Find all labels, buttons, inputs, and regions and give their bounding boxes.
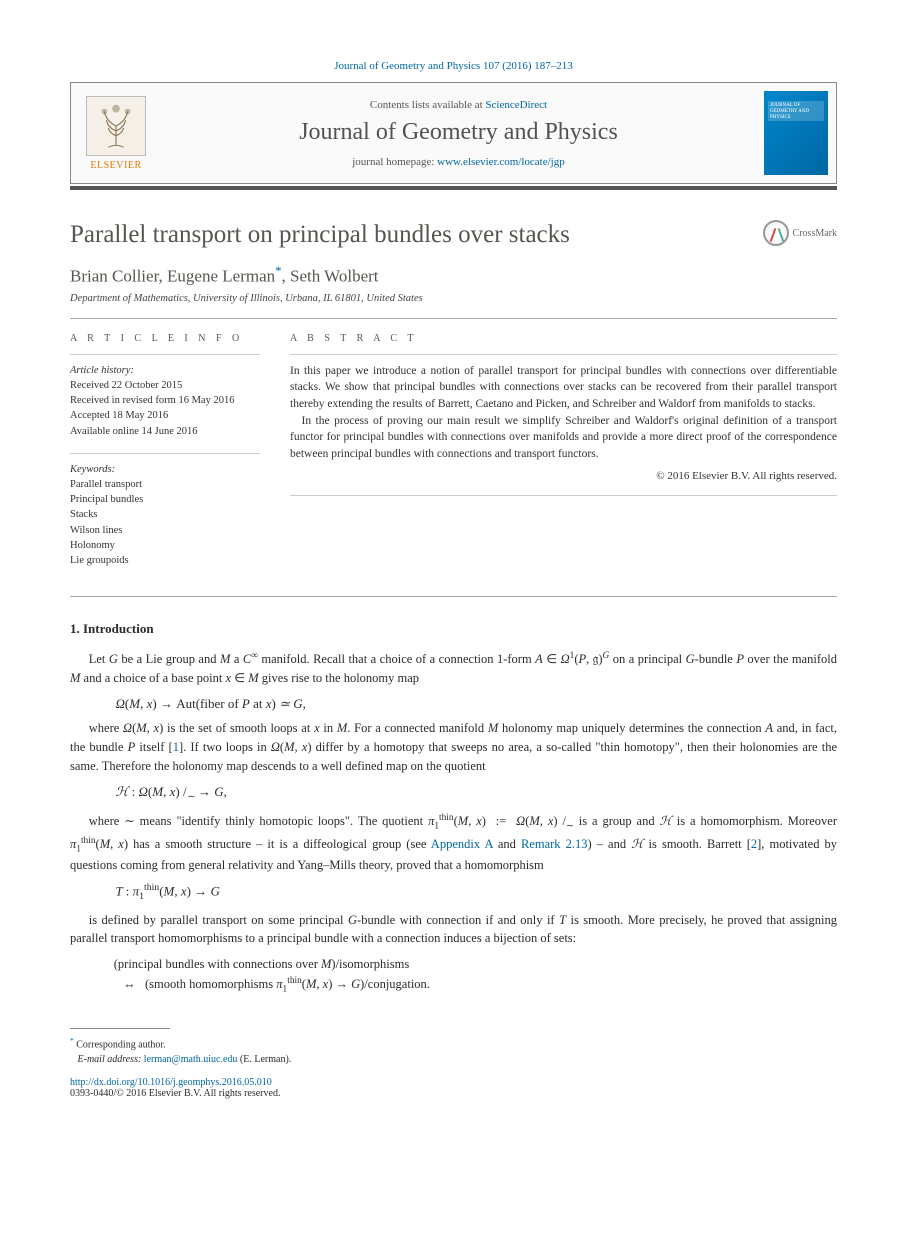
cover-thumbnail: JOURNAL OF GEOMETRY AND PHYSICS (756, 83, 836, 183)
history-received: Received 22 October 2015 (70, 378, 260, 393)
crossmark-widget[interactable]: CrossMark (763, 220, 837, 246)
homepage-link[interactable]: www.elsevier.com/locate/jgp (437, 156, 565, 168)
section-heading-intro: 1. Introduction (70, 621, 837, 637)
abstract-p1: In this paper we introduce a notion of p… (290, 363, 837, 413)
keyword: Principal bundles (70, 492, 260, 507)
journal-name: Journal of Geometry and Physics (171, 119, 746, 146)
homepage-prefix: journal homepage: (352, 156, 437, 168)
keywords-header: Keywords: (70, 462, 260, 477)
keyword: Stacks (70, 507, 260, 522)
intro-p3: where ∼ means "identify thinly homotopic… (70, 811, 837, 875)
abstract-text: In this paper we introduce a notion of p… (290, 363, 837, 485)
email-link[interactable]: lerman@math.uiuc.edu (144, 1054, 238, 1065)
abstract-bottom-rule (290, 495, 837, 496)
issn-line: 0393-0440/© 2016 Elsevier B.V. All right… (70, 1088, 837, 1099)
article-info-col: A R T I C L E I N F O Article history: R… (70, 333, 260, 583)
doi-block: http://dx.doi.org/10.1016/j.geomphys.201… (70, 1077, 837, 1099)
email-footnote: E-mail address: lerman@math.uiuc.edu (E.… (70, 1052, 837, 1067)
doi-link[interactable]: http://dx.doi.org/10.1016/j.geomphys.201… (70, 1077, 837, 1088)
appendix-a-link[interactable]: Appendix A (431, 837, 493, 851)
crossmark-icon (763, 220, 789, 246)
history-accepted: Accepted 18 May 2016 (70, 408, 260, 423)
authors: Brian Collier, Eugene Lerman*, Seth Wolb… (70, 264, 837, 287)
contents-prefix: Contents lists available at (370, 99, 485, 111)
keyword: Holonomy (70, 538, 260, 553)
affiliation: Department of Mathematics, University of… (70, 293, 837, 304)
author-list-head: Brian Collier, Eugene Lerman (70, 267, 275, 286)
abstract-p2: In the process of proving our main resul… (290, 413, 837, 463)
bijection-block: (principal bundles with connections over… (114, 954, 837, 998)
homepage-line: journal homepage: www.elsevier.com/locat… (171, 156, 746, 168)
contents-line: Contents lists available at ScienceDirec… (171, 99, 746, 111)
sciencedirect-link[interactable]: ScienceDirect (485, 99, 547, 111)
rule-above-info (70, 318, 837, 319)
abstract-col: A B S T R A C T In this paper we introdu… (290, 333, 837, 583)
remark-213-link[interactable]: Remark 2.13 (521, 837, 588, 851)
keyword: Lie groupoids (70, 553, 260, 568)
formula-quotient-map: ℋ : Ω(M, x) /∼ → G, (116, 782, 838, 805)
bijection-lhs: (principal bundles with connections over… (114, 954, 837, 974)
intro-p4: is defined by parallel transport on some… (70, 911, 837, 949)
intro-p1: Let G be a Lie group and M a C∞ manifold… (70, 649, 837, 688)
article-title: Parallel transport on principal bundles … (70, 220, 763, 250)
author-list-tail: , Seth Wolbert (282, 267, 379, 286)
intro-p2: where Ω(M, x) is the set of smooth loops… (70, 719, 837, 775)
keywords-block: Keywords: Parallel transport Principal b… (70, 462, 260, 569)
footnote-rule (70, 1028, 170, 1029)
header-rule (70, 186, 837, 190)
info-rule (70, 354, 260, 355)
publisher-name: ELSEVIER (90, 160, 141, 171)
header-center: Contents lists available at ScienceDirec… (161, 83, 756, 183)
cover-image: JOURNAL OF GEOMETRY AND PHYSICS (764, 91, 828, 175)
abstract-copyright: © 2016 Elsevier B.V. All rights reserved… (290, 469, 837, 485)
elsevier-tree-icon (86, 96, 146, 156)
title-row: Parallel transport on principal bundles … (70, 220, 837, 250)
keyword: Parallel transport (70, 477, 260, 492)
formula-transport-hom: T : π1thin(M, x) → G (116, 881, 838, 905)
formula-holonomy-map: Ω(M, x) → Aut(fiber of P at x) ≃ G, (116, 694, 838, 714)
abstract-label: A B S T R A C T (290, 333, 837, 344)
keyword: Wilson lines (70, 523, 260, 538)
footnote-block: * Corresponding author. E-mail address: … (70, 1035, 837, 1067)
top-citation: Journal of Geometry and Physics 107 (201… (70, 60, 837, 72)
article-info-label: A R T I C L E I N F O (70, 333, 260, 344)
history-block: Article history: Received 22 October 201… (70, 363, 260, 439)
corresponding-footnote: * Corresponding author. (70, 1035, 837, 1052)
rule-below-info (70, 596, 837, 597)
history-online: Available online 14 June 2016 (70, 424, 260, 439)
abstract-rule (290, 354, 837, 355)
history-header: Article history: (70, 363, 260, 378)
crossmark-label: CrossMark (793, 228, 837, 239)
journal-header: ELSEVIER Contents lists available at Sci… (70, 82, 837, 184)
page-root: Journal of Geometry and Physics 107 (201… (0, 0, 907, 1149)
keywords-rule (70, 453, 260, 454)
body-text: Let G be a Lie group and M a C∞ manifold… (70, 649, 837, 998)
history-revised: Received in revised form 16 May 2016 (70, 393, 260, 408)
info-abstract-row: A R T I C L E I N F O Article history: R… (70, 333, 837, 583)
bijection-rhs: ↔ (smooth homomorphisms π1thin(M, x) → G… (114, 974, 837, 998)
publisher-block: ELSEVIER (71, 83, 161, 183)
